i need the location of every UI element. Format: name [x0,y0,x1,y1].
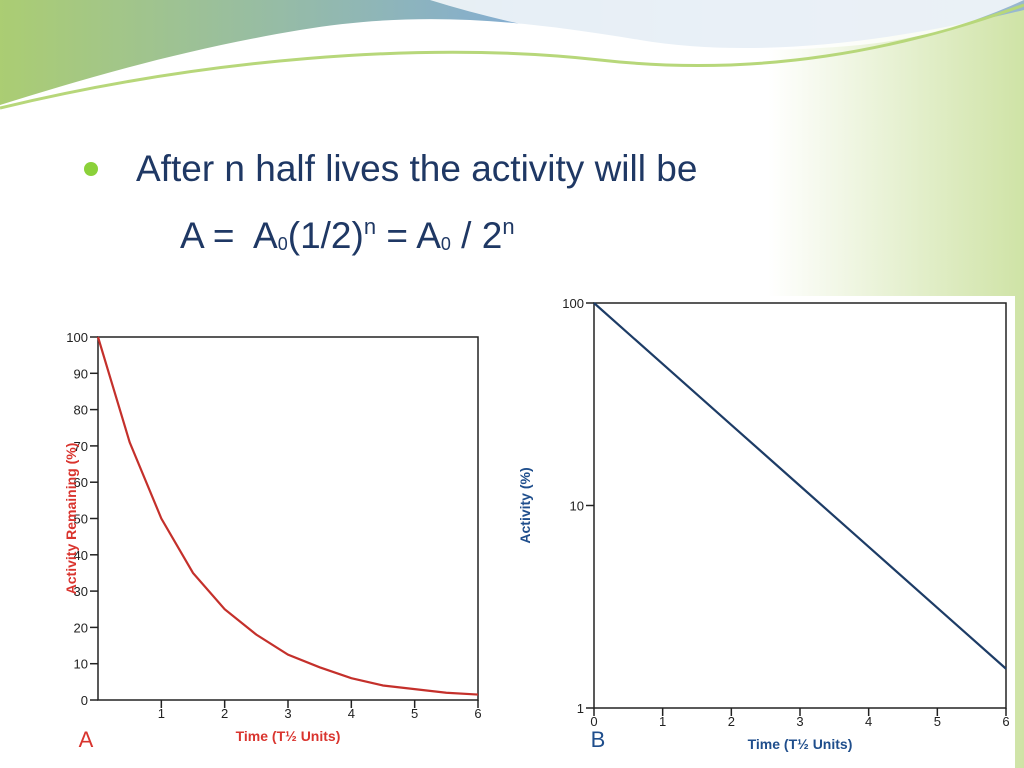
y-tick-label: 80 [74,403,88,418]
formula-part: A = A [180,215,278,256]
panel-label: B [591,727,606,752]
formula-part: / 2 [450,215,503,256]
x-tick-label: 1 [158,706,165,721]
x-tick-label: 3 [796,714,803,729]
x-tick-label: 2 [221,706,228,721]
data-line [593,302,1007,670]
y-tick-label: 60 [74,475,88,490]
y-axis-label: Activity Remaining (%) [63,443,79,595]
y-tick-label: 30 [74,584,88,599]
x-tick-label: 0 [590,714,597,729]
y-tick-label: 70 [74,439,88,454]
x-axis-label: Time (T½ Units) [748,736,853,752]
x-tick-label: 1 [659,714,666,729]
x-tick-label: 4 [348,706,355,721]
y-tick-label: 10 [74,657,88,672]
bullet-dot [84,162,98,176]
x-tick-label: 6 [1002,714,1009,729]
wave-highlight [430,0,1024,50]
y-tick-label: 100 [66,330,88,345]
formula-sub: 0 [277,234,288,254]
panel-label: A [79,727,94,752]
wave-line [0,3,1024,110]
formula-sub: 0 [440,234,451,254]
x-tick-label: 3 [284,706,291,721]
y-tick-label: 100 [562,296,584,311]
formula: A = A0(1/2)n = A0 / 2n [180,214,515,257]
formula-sup: n [502,214,515,239]
formula-sup: n [363,214,377,239]
formula-part: (1/2) [287,215,364,256]
panel-b-bg [560,296,1015,768]
x-tick-label: 2 [728,714,735,729]
y-tick-label: 40 [74,548,88,563]
y-tick-label: 20 [74,620,88,635]
x-tick-label: 6 [474,706,481,721]
y-tick-label: 50 [74,512,88,527]
panel-a-bg [40,310,495,760]
x-tick-label: 5 [411,706,418,721]
x-axis-label: Time (T½ Units) [236,728,341,744]
formula-part: = A [376,215,441,256]
x-tick-label: 5 [934,714,941,729]
y-tick-label: 1 [577,701,584,716]
y-tick-label: 0 [81,693,88,708]
y-axis-label: Activity (%) [517,467,533,543]
y-tick-label: 10 [570,499,584,514]
y-tick-label: 90 [74,366,88,381]
bullet-text: After n half lives the activity will be [136,148,698,189]
data-line [96,336,479,696]
x-tick-label: 4 [865,714,872,729]
